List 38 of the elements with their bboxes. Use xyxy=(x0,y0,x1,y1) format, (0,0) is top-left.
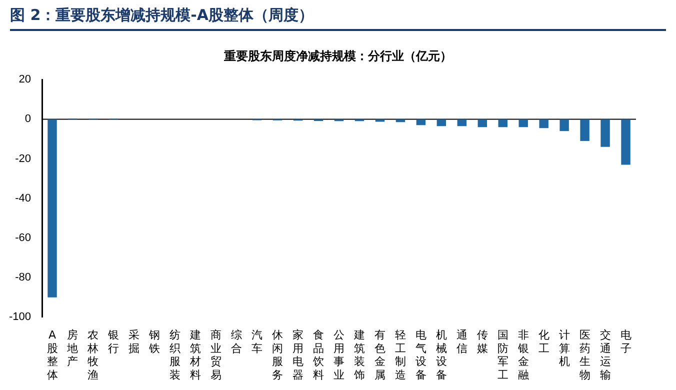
y-tick-label: -20 xyxy=(15,152,32,165)
x-tick-label: 房地产 xyxy=(66,328,78,368)
chart-subtitle: 重要股东周度净减持规模：分行业（亿元） xyxy=(223,48,453,65)
y-tick-label: 0 xyxy=(24,113,32,126)
x-tick-label: 有色金属 xyxy=(374,328,386,382)
y-tick-label: -40 xyxy=(15,192,32,204)
x-tick-label: 农林牧渔 xyxy=(86,328,99,382)
x-tick-label: 商业贸易 xyxy=(210,328,222,382)
x-tick-label: 计算机 xyxy=(558,328,570,368)
x-tick-label: 建筑装饰 xyxy=(352,328,365,382)
y-tick-label: 20 xyxy=(18,74,32,86)
x-tick-label: 银行 xyxy=(107,328,120,355)
y-tick-label: -100 xyxy=(8,311,32,324)
x-tick-label: A股整体 xyxy=(46,328,58,382)
x-tick-label: 综合 xyxy=(231,328,242,355)
x-tick-label: 食品饮料 xyxy=(312,328,324,382)
x-tick-label: 公用事业 xyxy=(334,328,345,382)
x-tick-label: 传媒 xyxy=(476,328,488,355)
x-tick-label: 机械设备 xyxy=(436,328,447,382)
x-tick-label: 电气设备 xyxy=(415,328,426,382)
x-tick-label: 医药生物 xyxy=(579,328,590,382)
x-tick-label: 家用电器 xyxy=(292,328,304,382)
x-tick-label: 休闲服务 xyxy=(272,328,284,382)
x-tick-label: 交通运输 xyxy=(600,328,611,382)
x-tick-label: 电子 xyxy=(620,328,632,355)
y-tick-label: -60 xyxy=(15,232,32,244)
x-tick-label: 国防军工 xyxy=(497,328,508,382)
x-tick-label: 建筑材料 xyxy=(189,328,202,382)
x-tick-label: 非银金融 xyxy=(516,328,529,382)
x-tick-label: 化工 xyxy=(538,328,550,355)
x-tick-label: 钢铁 xyxy=(148,328,160,355)
x-tick-label: 汽车 xyxy=(252,328,263,355)
chart-title: 图 2：重要股东增减持规模-A股整体（周度） xyxy=(10,6,666,31)
x-tick-label: 纺织服装 xyxy=(170,328,181,382)
y-tick-label: -80 xyxy=(15,272,32,284)
x-tick-label: 通信 xyxy=(456,328,468,355)
x-tick-label: 采掘 xyxy=(128,328,140,355)
x-tick-label: 轻工制造 xyxy=(394,328,406,382)
